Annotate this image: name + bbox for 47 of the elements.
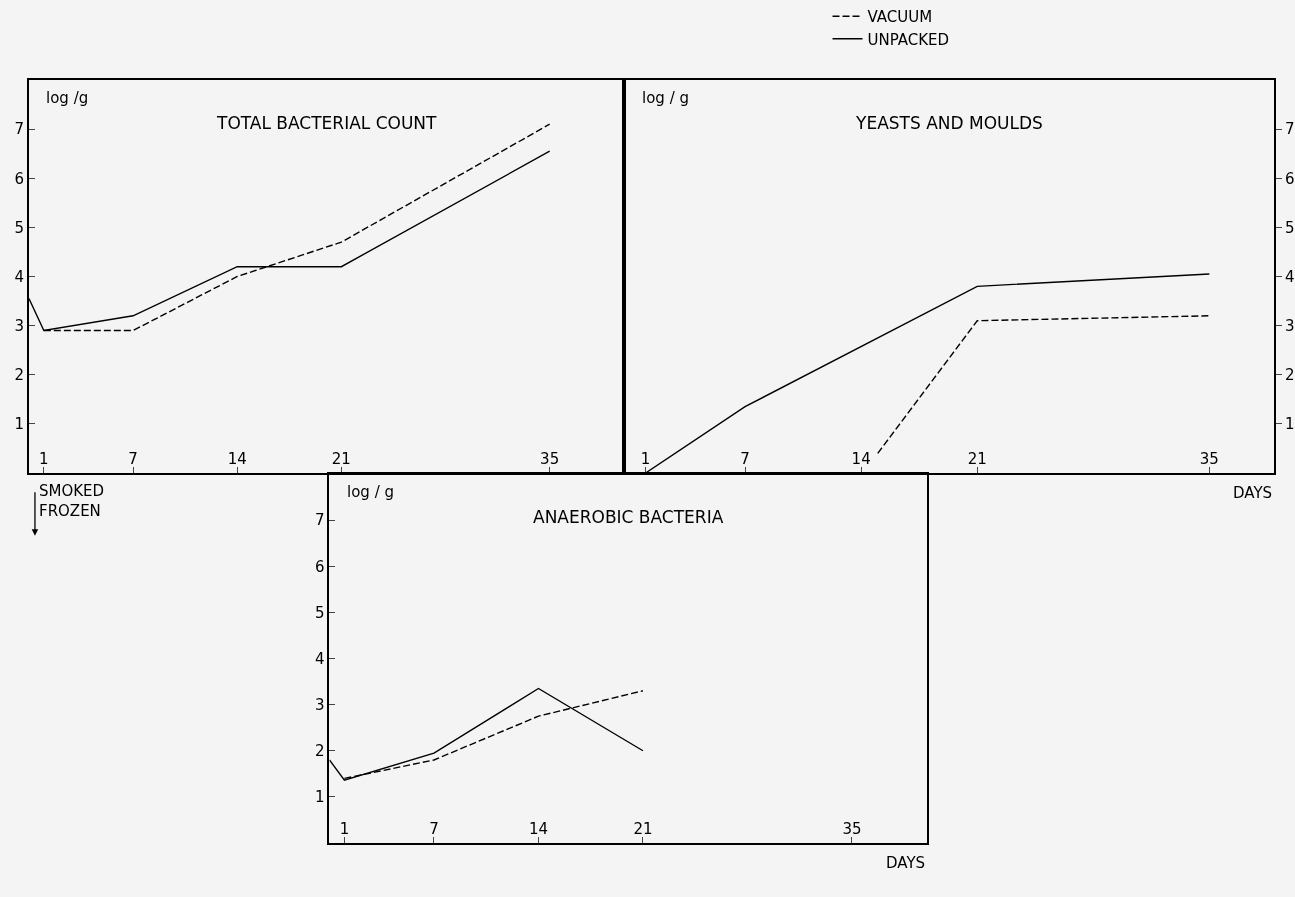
x-tick-label: 1 (339, 820, 350, 838)
x-tick-label: 14 (528, 820, 549, 838)
y-tick-label: 7 (14, 120, 24, 139)
y-tick-label: 6 (314, 557, 325, 576)
y2-tick-label: 6 (1285, 169, 1295, 188)
legend-label: UNPACKED (867, 30, 950, 49)
y2-tick-label: 1 (1285, 415, 1295, 434)
y2-tick-label: 7 (1285, 120, 1295, 139)
legend-label: VACUUM (867, 8, 933, 27)
y2-tick-label: 4 (1285, 267, 1295, 286)
x-tick-label: 7 (128, 450, 138, 468)
y2-tick-label: 5 (1285, 218, 1295, 237)
y-tick-label: 2 (14, 366, 24, 384)
x-tick-label: 35 (540, 450, 560, 468)
y-tick-label: 7 (314, 511, 325, 530)
y2-axis-title: log / g (642, 89, 689, 107)
x-axis-title: DAYS (1233, 484, 1273, 502)
y-tick-label: 5 (14, 218, 24, 237)
y-tick-label: 4 (14, 267, 24, 286)
y2-tick-label: 2 (1285, 366, 1295, 384)
text: YEASTS AND MOULDS (855, 113, 1043, 133)
y-tick-label: 3 (14, 316, 24, 335)
y-tick-label: 3 (314, 695, 325, 714)
x-axis-title: DAYS (886, 854, 926, 872)
x-tick-label: 35 (1199, 450, 1219, 468)
x-tick-label: 14 (227, 450, 247, 468)
x-tick-label: 21 (633, 820, 653, 838)
text: TOTAL BACTERIAL COUNT (216, 113, 438, 133)
text: ANAEROBIC BACTERIA (533, 507, 724, 527)
text: SMOKED FROZEN (39, 482, 105, 520)
x-tick-label: 7 (740, 450, 750, 468)
y-axis-title: log / g (347, 483, 394, 501)
y-tick-label: 5 (314, 603, 325, 622)
y-tick-label: 4 (314, 649, 325, 668)
x-tick-label: 7 (429, 820, 439, 838)
y2-tick-label: 3 (1285, 316, 1295, 335)
x-tick-label: 1 (640, 450, 651, 468)
y-tick-label: 1 (314, 788, 325, 807)
y-tick-label: 1 (14, 415, 24, 434)
x-tick-label: 1 (39, 450, 49, 468)
x-tick-label: 14 (851, 450, 871, 468)
x-tick-label: 21 (967, 450, 987, 468)
y-tick-label: 2 (314, 742, 325, 760)
y-tick-label: 6 (14, 169, 24, 188)
x-tick-label: 35 (842, 820, 862, 838)
y-axis-title: log /g (46, 89, 89, 107)
x-tick-label: 21 (331, 450, 351, 468)
